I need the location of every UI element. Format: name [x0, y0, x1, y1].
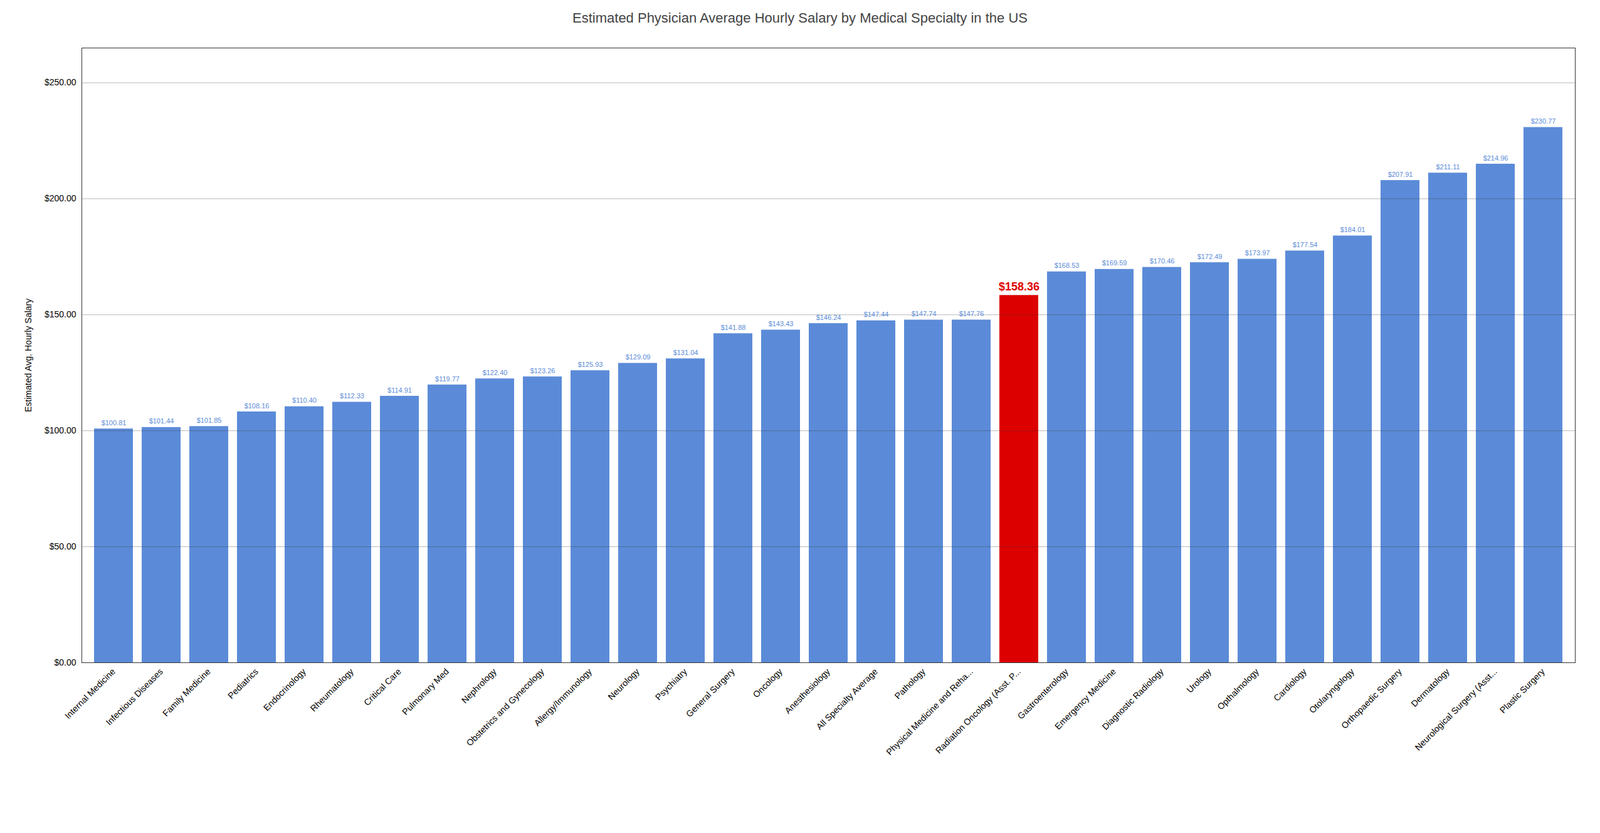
html-text:Estimated Physician Average Ho: Estimated Physician Average Hourly Salar…: [572, 10, 1028, 26]
svg-text:Diagnostic Radiology: Diagnostic Radiology: [1099, 665, 1165, 732]
svg-text:$101.44: $101.44: [149, 416, 175, 425]
svg-text:Orthopaedic Surgery: Orthopaedic Surgery: [1339, 665, 1404, 731]
svg-text:$123.26: $123.26: [530, 366, 556, 375]
svg-text:$146.24: $146.24: [816, 313, 842, 322]
svg-text:$143.43: $143.43: [768, 319, 794, 328]
svg-text:$200.00: $200.00: [44, 193, 77, 204]
svg-text:$147.74: $147.74: [911, 309, 937, 318]
svg-text:$119.77: $119.77: [435, 374, 460, 383]
svg-text:Infectious Diseases: Infectious Diseases: [104, 665, 165, 727]
svg-text:$230.77: $230.77: [1531, 117, 1557, 125]
svg-text:$168.53: $168.53: [1054, 261, 1080, 269]
svg-text:Psychiatry: Psychiatry: [653, 665, 690, 702]
svg-text:$150.00: $150.00: [44, 309, 77, 320]
svg-text:$177.54: $177.54: [1292, 240, 1318, 249]
svg-text:Emergency Medicine: Emergency Medicine: [1052, 666, 1118, 732]
svg-text:$141.88: $141.88: [721, 323, 747, 332]
svg-text:$0.00: $0.00: [53, 657, 76, 668]
svg-text:$214.96: $214.96: [1483, 154, 1509, 162]
svg-text:All Specialty Average: All Specialty Average: [814, 665, 880, 732]
svg-text:Physical Medicine and Reha...: Physical Medicine and Reha...: [884, 665, 975, 757]
svg-text:$207.91: $207.91: [1388, 170, 1414, 179]
svg-text:$129.09: $129.09: [625, 352, 651, 361]
svg-text:$170.46: $170.46: [1149, 257, 1175, 265]
svg-text:$184.01: $184.01: [1340, 225, 1366, 234]
svg-text:Neurology: Neurology: [605, 665, 641, 701]
svg-text:$108.16: $108.16: [244, 401, 270, 410]
svg-text:Oncology: Oncology: [751, 665, 785, 700]
svg-text:$158.36: $158.36: [998, 280, 1040, 293]
svg-text:$114.91: $114.91: [387, 386, 412, 394]
svg-text:Opthalmology: Opthalmology: [1215, 665, 1261, 711]
svg-text:$169.59: $169.59: [1102, 258, 1128, 267]
svg-text:$50.00: $50.00: [49, 541, 77, 552]
svg-text:$101.85: $101.85: [196, 416, 222, 424]
svg-text:Gastroenterology: Gastroenterology: [1015, 665, 1071, 721]
svg-text:Radiation Oncology (Asst. P...: Radiation Oncology (Asst. P...: [933, 665, 1023, 755]
svg-text:Anesthesiology: Anesthesiology: [782, 665, 832, 715]
svg-text:Plastic Surgery: Plastic Surgery: [1497, 665, 1547, 715]
svg-text:$100.00: $100.00: [44, 425, 77, 436]
svg-text:Cardiology: Cardiology: [1271, 665, 1309, 703]
svg-text:$110.40: $110.40: [292, 396, 317, 404]
svg-text:Pulmonary Med: Pulmonary Med: [400, 665, 451, 717]
svg-text:$125.93: $125.93: [578, 360, 604, 369]
svg-text:Dermatology: Dermatology: [1408, 665, 1451, 708]
svg-text:$131.04: $131.04: [673, 348, 699, 357]
svg-text:Pathology: Pathology: [892, 665, 927, 701]
svg-text:Nephrology: Nephrology: [459, 665, 499, 705]
svg-text:Pediatrics: Pediatrics: [225, 665, 261, 701]
svg-text:$172.49: $172.49: [1197, 252, 1223, 261]
svg-text:Estimated Avg. Hourly Salary: Estimated Avg. Hourly Salary: [23, 298, 34, 412]
svg-text:$173.97: $173.97: [1245, 248, 1271, 257]
svg-text:Neurological Surgery (Asst...: Neurological Surgery (Asst...: [1412, 665, 1499, 752]
svg-text:$100.81: $100.81: [101, 418, 127, 427]
svg-text:General Surgery: General Surgery: [684, 665, 737, 719]
svg-text:$250.00: $250.00: [44, 77, 77, 88]
svg-text:Endocrinology: Endocrinology: [261, 665, 308, 713]
svg-text:Urology: Urology: [1184, 665, 1213, 695]
svg-text:Obstetrics and Gynecology: Obstetrics and Gynecology: [464, 665, 547, 748]
svg-text:$122.40: $122.40: [482, 368, 508, 377]
svg-text:$112.33: $112.33: [339, 391, 365, 400]
svg-text:Allergy/Immunology: Allergy/Immunology: [532, 665, 594, 728]
svg-text:$211.11: $211.11: [1435, 163, 1460, 171]
svg-text:Critical Care: Critical Care: [361, 665, 404, 708]
svg-text:Rheumatology: Rheumatology: [308, 665, 356, 713]
svg-text:Internal Medicine: Internal Medicine: [62, 665, 118, 721]
svg-text:Family Medicine: Family Medicine: [160, 665, 213, 718]
svg-text:$147.44: $147.44: [863, 310, 890, 318]
svg-text:Otolaryngology: Otolaryngology: [1307, 665, 1357, 715]
svg-text:$147.76: $147.76: [959, 309, 985, 318]
